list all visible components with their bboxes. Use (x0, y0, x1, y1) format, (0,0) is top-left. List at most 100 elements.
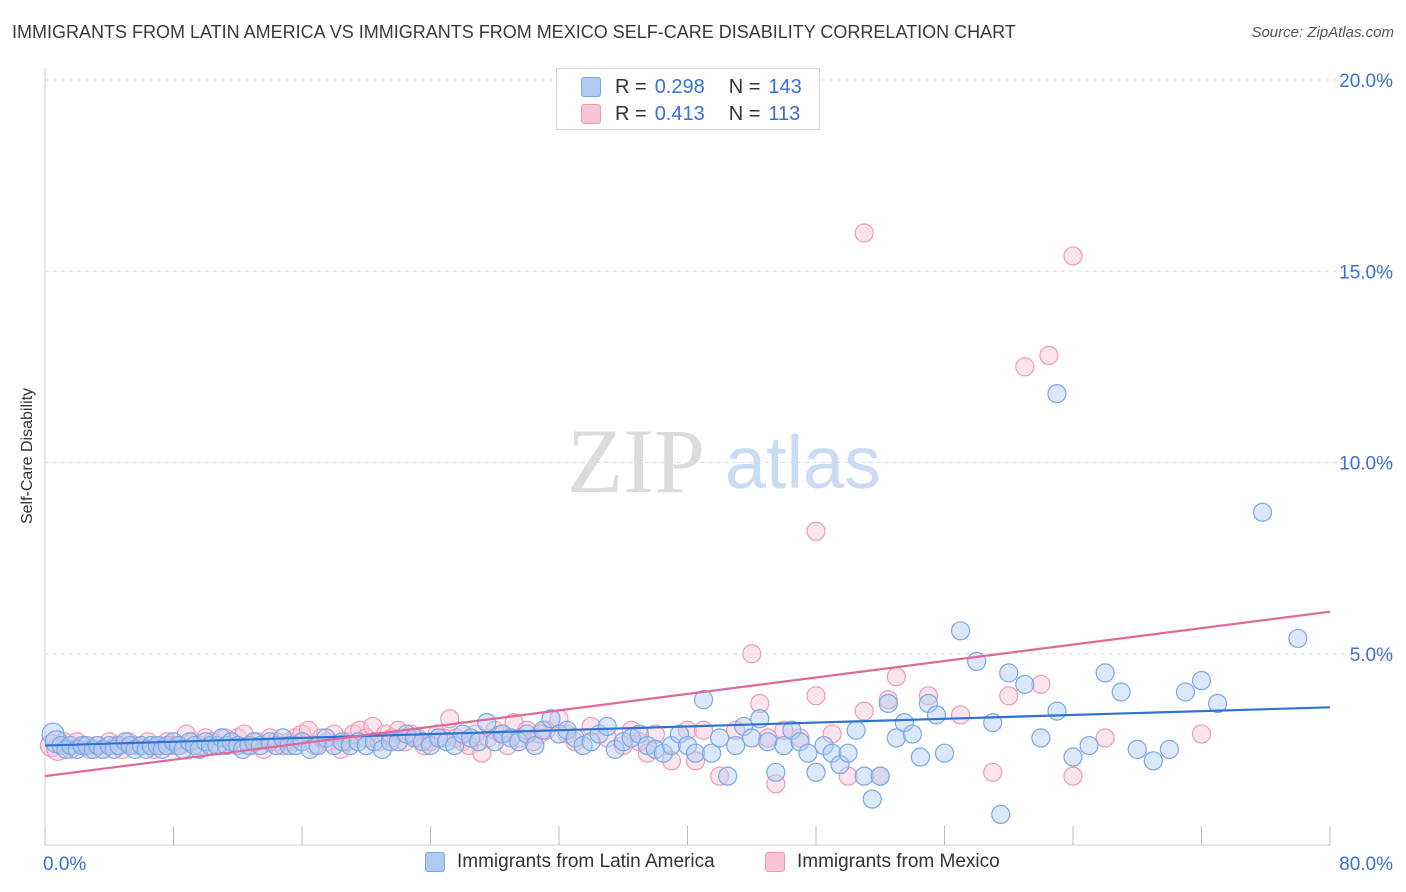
legend-n-label: N = (728, 75, 761, 98)
legend-swatch-mexico (581, 104, 601, 124)
point-latin-america (1079, 735, 1099, 756)
point-mexico (854, 701, 874, 721)
point-mexico (645, 724, 665, 744)
point-latin-america (372, 739, 392, 759)
point-latin-america (822, 743, 842, 763)
tick-label-layer: 5.0% 10.0% 15.0% 20.0% 0.0% 80.0% (43, 71, 1393, 875)
point-latin-america (1047, 701, 1067, 721)
point-mexico (806, 521, 826, 541)
watermark-atlas: atlas (725, 421, 881, 504)
legend-n-value: 113 (768, 102, 801, 125)
point-mexico (581, 716, 601, 737)
point-latin-america (814, 735, 834, 756)
watermark-zip: ZIP (567, 410, 705, 512)
point-latin-america (870, 766, 890, 786)
point-latin-america (1047, 384, 1067, 404)
point-latin-america (477, 712, 497, 733)
point-latin-america (364, 732, 384, 752)
point-mexico (822, 724, 842, 744)
legend-n-value: 143 (768, 75, 802, 98)
point-latin-america (991, 804, 1011, 825)
point-mexico (1063, 246, 1083, 266)
trend-layer (44, 610, 1331, 778)
point-latin-america (918, 693, 939, 714)
point-mexico (838, 766, 858, 786)
point-latin-america (1207, 693, 1228, 714)
points-layer (39, 223, 1308, 825)
point-latin-america (388, 732, 408, 752)
point-latin-america (1191, 670, 1212, 691)
point-mexico (1031, 674, 1051, 694)
trendline-mexico (44, 610, 1331, 778)
point-latin-america (420, 735, 441, 756)
point-mexico (774, 720, 794, 740)
point-latin-america (758, 732, 778, 752)
point-latin-america (1111, 682, 1131, 702)
point-latin-america (926, 705, 947, 725)
legend-swatch-latin-america (581, 77, 601, 97)
point-mexico (1039, 345, 1059, 365)
point-latin-america (685, 743, 706, 763)
chart-title: IMMIGRANTS FROM LATIN AMERICA VS IMMIGRA… (12, 22, 1016, 42)
trendline-latin-america (44, 706, 1331, 747)
point-latin-america (677, 735, 698, 756)
point-latin-america (509, 732, 529, 752)
source-label: Source: ZipAtlas.com (1251, 24, 1394, 41)
legend-row-latin-america: R = 0.298 N = 143 (581, 75, 802, 99)
stats-legend: R = 0.298 N = 143 R = 0.413 N = 113 (556, 68, 820, 130)
point-latin-america (1095, 663, 1115, 683)
point-latin-america (701, 743, 722, 763)
point-mexico (766, 774, 786, 794)
point-latin-america (669, 724, 690, 744)
axes-layer (44, 68, 1331, 846)
legend-r-value: 0.413 (654, 102, 705, 125)
point-latin-america (693, 690, 714, 710)
point-mexico (693, 720, 714, 740)
point-latin-america (790, 732, 810, 752)
point-mexico (685, 751, 706, 771)
point-latin-america (718, 766, 738, 786)
point-latin-america (581, 732, 601, 752)
point-latin-america (141, 735, 161, 756)
legend-n-label: N = (728, 102, 761, 125)
point-latin-america (742, 728, 762, 748)
point-mexico (710, 766, 730, 786)
point-mexico (854, 223, 874, 243)
point-latin-america (1159, 739, 1179, 759)
point-latin-america (766, 762, 786, 782)
y-tick-label: 5.0% (1350, 645, 1393, 666)
series-swatch-mexico (765, 852, 785, 872)
point-latin-america (661, 735, 682, 756)
series-name: Immigrants from Latin America (457, 851, 715, 872)
series-legend-mexico: Immigrants from Mexico (765, 851, 1000, 873)
point-mexico (1063, 766, 1083, 786)
point-latin-america (910, 747, 931, 767)
point-latin-america (525, 735, 545, 756)
point-mexico (806, 686, 826, 706)
point-latin-america (854, 766, 874, 786)
point-mexico (1095, 728, 1115, 748)
y-tick-label: 10.0% (1339, 454, 1393, 475)
point-latin-america (726, 735, 746, 756)
point-latin-america (605, 739, 625, 759)
point-latin-america (846, 720, 866, 740)
point-latin-america (1175, 682, 1196, 702)
point-latin-america (710, 728, 730, 748)
legend-r-label: R = (615, 75, 647, 98)
point-latin-america (878, 693, 898, 714)
point-latin-america (894, 712, 914, 733)
point-mexico (999, 686, 1019, 706)
legend-r-value: 0.298 (654, 75, 705, 98)
point-latin-america (782, 720, 802, 740)
point-latin-america (806, 762, 826, 782)
point-mexico (983, 762, 1003, 782)
x-tick-label: 80.0% (1339, 854, 1393, 875)
point-latin-america (1031, 728, 1051, 748)
series-legend-latin-america: Immigrants from Latin America (425, 851, 715, 873)
point-latin-america (469, 732, 489, 752)
point-latin-america (653, 743, 674, 763)
point-latin-america (1143, 751, 1163, 771)
point-latin-america (862, 789, 882, 809)
point-latin-america (934, 743, 955, 763)
series-swatch-latin-america (425, 852, 445, 872)
